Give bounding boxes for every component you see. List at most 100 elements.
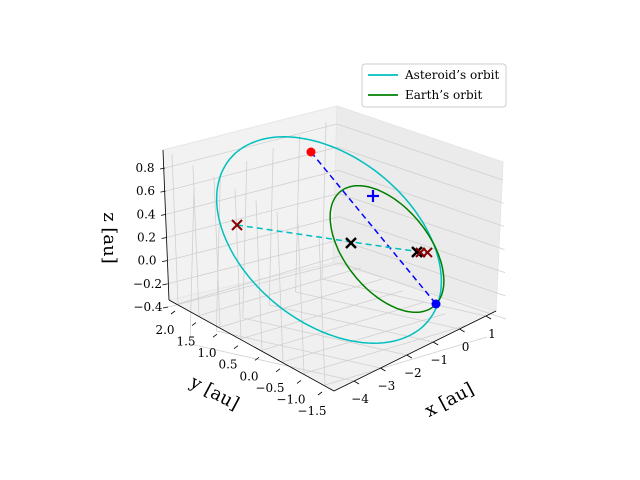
z-grid-line-right — [338, 216, 506, 274]
z-grid-line-right — [339, 262, 507, 320]
orbits — [215, 136, 445, 344]
z-grid-line-left — [166, 193, 339, 238]
x-grid-wall-line — [189, 186, 195, 345]
y-tick-label: 0.5 — [218, 358, 237, 372]
z-tick-mark — [162, 306, 169, 309]
y-tick-label: 2.0 — [155, 323, 174, 337]
x-grid-line — [189, 343, 355, 382]
x-tick-mark — [406, 354, 413, 359]
z-tick-label: −0.4 — [133, 300, 163, 314]
z-tick-mark — [159, 167, 166, 170]
z-tick-label: 0.0 — [137, 254, 156, 268]
y-grid-wall-line — [192, 165, 200, 316]
x-grid-line — [242, 317, 407, 356]
z-tick-label: −0.2 — [133, 277, 162, 291]
y-tick-mark — [191, 322, 197, 326]
x-grid-line — [321, 278, 487, 317]
y-tick-mark — [212, 333, 218, 338]
y-grid-line — [282, 313, 446, 363]
z-grid-line-left — [166, 216, 340, 262]
y-grid-line — [324, 336, 488, 386]
y-tick-mark — [233, 345, 239, 350]
asteroid-orbit-line — [215, 136, 443, 344]
x-tick-label: 0 — [462, 340, 470, 354]
y-axis-line — [168, 299, 335, 392]
legend-label-asteroid: Asteroid’s orbit — [404, 68, 499, 82]
y-grid-line — [261, 301, 425, 351]
y-tick-label: 0.0 — [239, 369, 258, 383]
x-grid-wall-line — [242, 160, 248, 319]
black-cross-marker-1 — [345, 237, 357, 249]
x-tick-label: −2 — [404, 366, 422, 380]
z-grid-line-left — [164, 123, 338, 169]
x-grid-wall-line — [321, 121, 327, 280]
x-tick-label: 1 — [488, 327, 496, 341]
tick-labels: −4−3−2−1012.01.51.00.50.0−0.5−1.0−1.50.8… — [133, 161, 496, 418]
y-tick-mark — [170, 310, 176, 315]
z-grid-line-left — [167, 262, 341, 308]
z-tick-mark — [161, 260, 168, 263]
y-grid-wall-line — [255, 200, 263, 351]
z-tick-label: 0.2 — [137, 231, 156, 245]
x-grid-wall-line — [216, 173, 221, 332]
z-tick-label: 0.8 — [135, 161, 154, 175]
z-tick-label: 0.6 — [136, 184, 155, 198]
z-tick-label: 0.4 — [136, 207, 155, 221]
y-tick-label: −1.0 — [276, 392, 305, 406]
x-grid-wall-line — [268, 147, 274, 306]
blue-point-marker — [431, 299, 441, 309]
x-axis-label: x [au] — [421, 379, 477, 422]
x-tick-mark — [485, 315, 492, 320]
y-grid-wall-line — [297, 223, 305, 374]
cyan-dashed-line — [236, 224, 428, 254]
z-tick-mark — [161, 237, 167, 239]
x-tick-label: −1 — [430, 353, 448, 367]
darkred-cross-marker-1 — [231, 219, 243, 231]
y-tick-mark — [275, 368, 281, 373]
y-grid-line — [303, 325, 467, 374]
z-tick-mark — [160, 213, 167, 216]
x-grid-wall-line — [295, 134, 300, 293]
axis-lines — [159, 149, 497, 396]
black-cross-marker-2 — [411, 246, 423, 258]
x-tick-mark — [380, 367, 386, 372]
y-axis-label: y [au] — [186, 371, 243, 415]
legend: Asteroid’s orbit Earth’s orbit — [361, 63, 507, 108]
y-tick-mark — [296, 380, 302, 384]
x-tick-label: −4 — [351, 392, 369, 406]
z-tick-mark — [160, 190, 166, 193]
z-tick-mark — [162, 283, 168, 286]
x-grid-line — [216, 330, 381, 369]
legend-label-earth: Earth’s orbit — [405, 88, 482, 102]
z-grid-line-left — [165, 169, 339, 215]
earth-orbit-line — [329, 184, 445, 314]
blue-dashed-line — [310, 151, 437, 305]
z-grid-line-right — [336, 123, 504, 181]
z-axis-line — [162, 149, 170, 301]
y-grid-wall-line — [234, 188, 242, 339]
z-grid-line-right — [337, 146, 504, 204]
x-tick-mark — [432, 341, 439, 346]
y-tick-label: −1.5 — [297, 404, 326, 418]
y-tick-label: 1.0 — [197, 346, 216, 360]
x-tick-label: −3 — [378, 379, 396, 393]
x-axis-line — [333, 310, 497, 392]
darkred-cross-marker-3 — [422, 247, 433, 258]
x-tick-mark — [459, 328, 465, 333]
z-grid-line-right — [339, 239, 506, 297]
red-point-marker — [306, 147, 316, 157]
z-axis-label: z [au] — [99, 212, 120, 264]
grid-lines — [164, 121, 507, 386]
y-tick-label: 1.5 — [176, 335, 195, 349]
blue-plus-marker — [367, 190, 379, 202]
z-grid-line-right — [337, 169, 505, 227]
y-tick-mark — [317, 391, 323, 396]
x-tick-mark — [353, 380, 360, 385]
z-grid-line-left — [167, 239, 340, 285]
y-grid-wall-line — [171, 153, 179, 305]
y-grid-wall-line — [318, 234, 326, 386]
x-grid-line — [295, 291, 460, 330]
y-grid-wall-line — [276, 211, 284, 362]
y-tick-label: −0.5 — [255, 381, 284, 395]
